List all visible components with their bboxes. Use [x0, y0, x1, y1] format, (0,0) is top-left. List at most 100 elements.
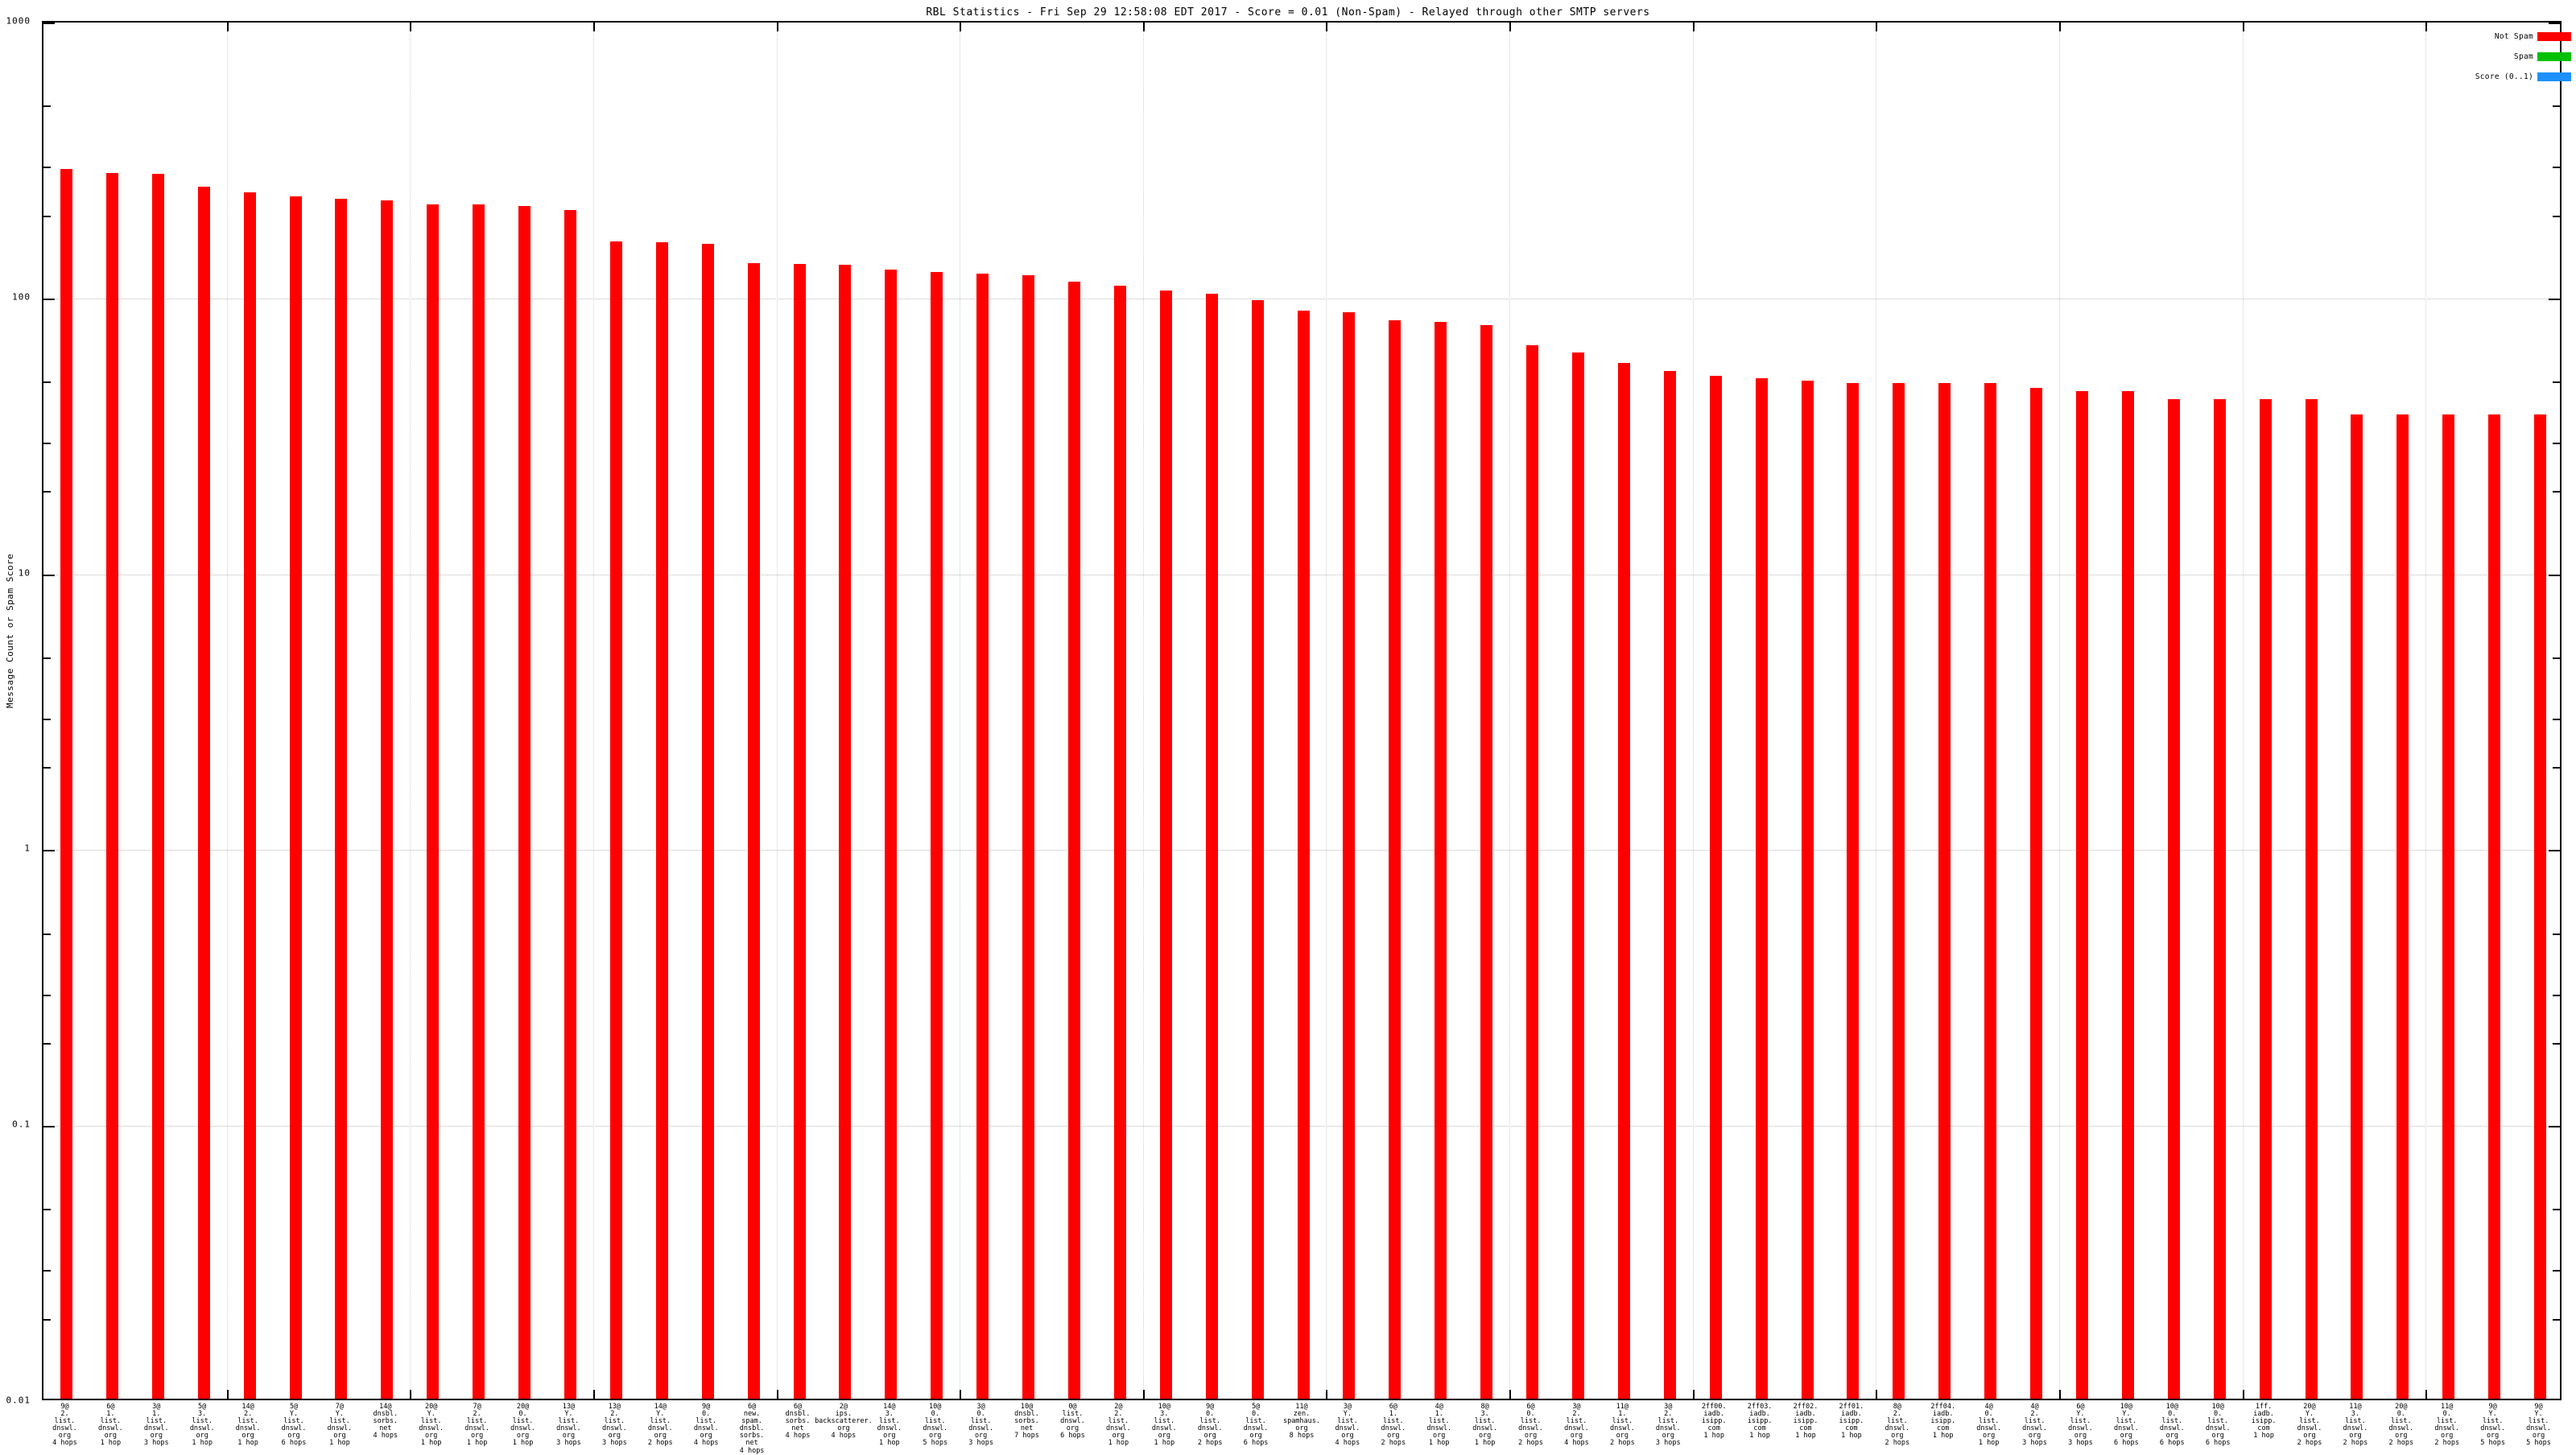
bar[interactable]	[1663, 371, 1676, 1399]
bar[interactable]	[2121, 390, 2134, 1399]
bar[interactable]	[1847, 383, 1860, 1399]
bar[interactable]	[2030, 388, 2043, 1399]
legend-item[interactable]: Spam	[2442, 49, 2571, 64]
bar[interactable]	[1480, 324, 1493, 1399]
bar[interactable]	[2167, 398, 2180, 1399]
bar[interactable]	[2488, 414, 2501, 1399]
x-axis-label-line: org	[654, 1432, 667, 1441]
x-axis-label-line: 5 hops	[2480, 1439, 2505, 1448]
x-axis-label-line: 8@	[1893, 1403, 1901, 1411]
x-axis-label-line: list.	[192, 1417, 213, 1426]
y-axis-tick	[2549, 850, 2560, 852]
x-axis-label-line: org	[2120, 1432, 2133, 1441]
x-axis-label-line: iadb.	[1841, 1410, 1862, 1419]
x-axis-label-line: 4@	[2030, 1403, 2039, 1411]
x-axis-label-line: 2 hops	[647, 1439, 673, 1448]
x-axis-label-line: org	[242, 1432, 254, 1441]
bar[interactable]	[2351, 414, 2363, 1399]
bar[interactable]	[1067, 281, 1080, 1399]
bar[interactable]	[1435, 322, 1447, 1399]
x-axis-label-line: list.	[2161, 1417, 2183, 1426]
bar[interactable]	[747, 262, 760, 1399]
bar[interactable]	[2396, 414, 2409, 1399]
bar[interactable]	[197, 186, 210, 1399]
bar[interactable]	[1526, 344, 1539, 1399]
bar[interactable]	[885, 269, 898, 1399]
x-axis-label-line: 10@	[1158, 1403, 1170, 1411]
x-axis-label-line: list.	[1978, 1417, 2000, 1426]
x-axis-label-line: sorbs.	[1014, 1417, 1039, 1426]
bar[interactable]	[564, 209, 576, 1399]
x-axis-label-line: list.	[1199, 1417, 1220, 1426]
y-axis-tick-label: 100	[12, 291, 31, 303]
x-axis-tick	[2243, 1390, 2244, 1399]
bar[interactable]	[2213, 398, 2226, 1399]
y-axis-tick	[2549, 1126, 2560, 1128]
legend-item[interactable]: Not Spam	[2442, 29, 2571, 43]
bar[interactable]	[1801, 381, 1814, 1399]
bar[interactable]	[2442, 414, 2455, 1399]
bar[interactable]	[518, 206, 531, 1399]
x-axis-label-line: dnswl.	[189, 1424, 215, 1433]
bar[interactable]	[976, 273, 989, 1399]
bar[interactable]	[1984, 383, 1997, 1399]
bar[interactable]	[839, 264, 852, 1399]
bar[interactable]	[381, 200, 394, 1399]
bar[interactable]	[609, 241, 622, 1399]
bar[interactable]	[105, 172, 118, 1399]
bar[interactable]	[1343, 311, 1356, 1399]
x-axis-label-line: 1 hop	[1841, 1432, 1862, 1441]
bar[interactable]	[1938, 383, 1951, 1399]
x-axis-tick-label: 3@ 0. list. dnswl. org 3 hops	[912, 1403, 1050, 1448]
bar[interactable]	[1205, 294, 1218, 1399]
bar[interactable]	[2259, 398, 2272, 1399]
bar[interactable]	[1893, 383, 1905, 1399]
bar[interactable]	[2305, 398, 2318, 1399]
x-axis-label-line: dnswl.	[2434, 1424, 2460, 1433]
bar[interactable]	[243, 192, 256, 1399]
bar[interactable]	[1617, 362, 1630, 1399]
legend-item[interactable]: Score (0..1)	[2442, 69, 2571, 84]
bar[interactable]	[1113, 286, 1126, 1399]
x-axis-label-line: list.	[604, 1417, 625, 1426]
bar[interactable]	[1709, 376, 1722, 1399]
bar[interactable]	[931, 272, 943, 1399]
x-axis-label-line: 2.	[1114, 1410, 1123, 1419]
x-axis-tick-label: 11@ 0. list. dnswl. org 2 hops	[2378, 1403, 2516, 1448]
bar[interactable]	[335, 198, 348, 1399]
bar[interactable]	[473, 204, 485, 1399]
bar[interactable]	[1389, 320, 1402, 1399]
bar[interactable]	[1297, 310, 1310, 1399]
bar[interactable]	[2075, 390, 2088, 1399]
x-axis-label-line: 7@	[473, 1403, 481, 1411]
bar[interactable]	[2534, 414, 2547, 1399]
bar[interactable]	[1251, 299, 1264, 1399]
x-axis-label-line: org	[104, 1432, 118, 1441]
x-axis-label-line: org	[2441, 1432, 2454, 1441]
x-axis-label-line: org	[1295, 1424, 1308, 1433]
x-axis-tick	[960, 1390, 961, 1399]
bar[interactable]	[793, 263, 806, 1399]
bar[interactable]	[289, 196, 302, 1399]
x-axis-label-line: 2 hops	[1381, 1439, 1406, 1448]
x-axis-label-line: 0.	[1984, 1410, 1993, 1419]
y-axis-minor-tick	[43, 105, 51, 108]
x-axis-tick-label: 13@ Y. list. dnswl. org 3 hops	[500, 1403, 638, 1448]
bar[interactable]	[1022, 275, 1035, 1399]
bar[interactable]	[60, 169, 72, 1399]
bar[interactable]	[427, 204, 440, 1399]
gridline-vertical	[1143, 23, 1144, 1399]
x-axis-label-line: dnswl.	[1060, 1417, 1085, 1426]
bar[interactable]	[151, 173, 164, 1399]
bar[interactable]	[701, 243, 714, 1399]
bar[interactable]	[1571, 352, 1584, 1399]
x-axis-tick	[410, 1390, 411, 1399]
x-axis-label-line: 1 hop	[879, 1439, 900, 1448]
bar[interactable]	[655, 241, 668, 1399]
x-axis-label-line: 2 hops	[2343, 1439, 2368, 1448]
bar[interactable]	[1159, 290, 1172, 1399]
x-axis-tick-label: 6@ dnsbl. sorbs. net 4 hops	[729, 1403, 867, 1440]
x-axis-tick	[2425, 23, 2427, 31]
bar[interactable]	[1755, 378, 1768, 1399]
x-axis-label-line: 9@	[2534, 1403, 2543, 1411]
